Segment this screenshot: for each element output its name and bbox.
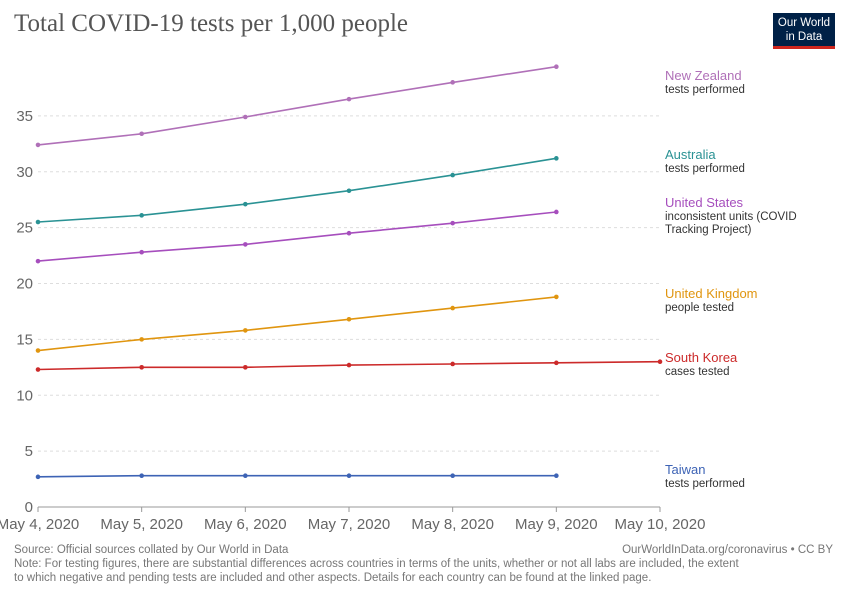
data-point bbox=[35, 367, 41, 372]
data-point bbox=[139, 249, 144, 255]
data-point bbox=[450, 305, 455, 311]
y-tick-label: 0 bbox=[25, 499, 33, 516]
data-point bbox=[554, 64, 559, 70]
logo-line-2: in Data bbox=[785, 31, 823, 43]
series-line bbox=[37, 211, 557, 262]
data-point bbox=[346, 230, 352, 236]
series-label: United States bbox=[665, 195, 744, 210]
x-tick-label: May 4, 2020 bbox=[0, 516, 79, 533]
data-point bbox=[554, 473, 559, 479]
data-point bbox=[243, 201, 248, 207]
data-point bbox=[346, 188, 352, 194]
x-tick-label: May 6, 2020 bbox=[204, 516, 287, 533]
logo-line-1: Our World bbox=[777, 17, 831, 29]
data-point bbox=[35, 474, 41, 480]
chart-title: Total COVID-19 tests per 1,000 people bbox=[14, 10, 409, 37]
series-label: South Korea bbox=[665, 350, 738, 365]
owid-logo[interactable]: Our World in Data bbox=[773, 13, 835, 49]
data-point bbox=[450, 80, 455, 85]
series-line bbox=[37, 296, 557, 352]
data-point bbox=[554, 156, 559, 161]
y-tick-label: 10 bbox=[16, 387, 33, 404]
data-point bbox=[554, 209, 559, 215]
x-tick-label: May 8, 2020 bbox=[411, 516, 494, 533]
data-point bbox=[243, 328, 248, 333]
y-tick-label: 15 bbox=[16, 331, 33, 348]
series-sublabel: tests performed bbox=[665, 478, 745, 490]
data-point bbox=[139, 213, 144, 218]
data-point bbox=[657, 359, 663, 365]
series-label: Australia bbox=[665, 147, 716, 162]
data-point bbox=[346, 96, 352, 102]
note-line-1: Note: For testing figures, there are sub… bbox=[14, 558, 739, 570]
series-sublabel: tests performed bbox=[665, 84, 745, 96]
data-point bbox=[35, 219, 41, 225]
data-point bbox=[450, 220, 455, 226]
series-label: New Zealand bbox=[665, 68, 742, 83]
data-point bbox=[139, 131, 144, 137]
data-point bbox=[139, 473, 144, 479]
series-label: United Kingdom bbox=[665, 286, 758, 301]
series-sublabel: people tested bbox=[665, 302, 734, 314]
data-point bbox=[450, 172, 455, 178]
data-point bbox=[243, 114, 248, 120]
data-point bbox=[243, 473, 248, 479]
data-point bbox=[346, 473, 352, 479]
data-point bbox=[139, 337, 144, 342]
data-point bbox=[35, 258, 41, 264]
y-tick-label: 35 bbox=[16, 108, 33, 125]
series-line bbox=[37, 157, 557, 223]
data-point bbox=[346, 362, 352, 368]
series-label: Taiwan bbox=[665, 462, 705, 477]
x-tick-label: May 5, 2020 bbox=[100, 516, 183, 533]
data-point bbox=[139, 365, 144, 370]
data-point bbox=[243, 365, 248, 370]
series-sublabel: inconsistent units (COVID bbox=[665, 211, 797, 223]
source-text: Source: Official sources collated by Our… bbox=[14, 544, 289, 556]
data-point bbox=[35, 142, 41, 148]
x-tick-label: May 10, 2020 bbox=[615, 516, 706, 533]
series-sublabel: Tracking Project) bbox=[665, 224, 752, 236]
data-point bbox=[450, 361, 455, 367]
data-point bbox=[243, 242, 248, 247]
series-sublabel: cases tested bbox=[665, 366, 730, 378]
data-point bbox=[35, 348, 41, 353]
note-line-2: to which negative and pending tests are … bbox=[14, 572, 652, 584]
source-url[interactable]: OurWorldInData.org/coronavirus • CC BY bbox=[622, 544, 833, 556]
series-line bbox=[37, 65, 557, 146]
data-point bbox=[450, 473, 455, 479]
x-tick-label: May 9, 2020 bbox=[515, 516, 598, 533]
data-point bbox=[554, 360, 559, 366]
y-tick-label: 30 bbox=[16, 164, 33, 181]
y-tick-label: 5 bbox=[25, 443, 33, 460]
series-line bbox=[37, 474, 557, 478]
data-point bbox=[346, 316, 352, 322]
series-sublabel: tests performed bbox=[665, 163, 745, 175]
data-point bbox=[554, 294, 559, 300]
y-tick-label: 20 bbox=[16, 276, 33, 293]
x-tick-label: May 7, 2020 bbox=[308, 516, 391, 533]
y-tick-label: 25 bbox=[16, 220, 33, 237]
